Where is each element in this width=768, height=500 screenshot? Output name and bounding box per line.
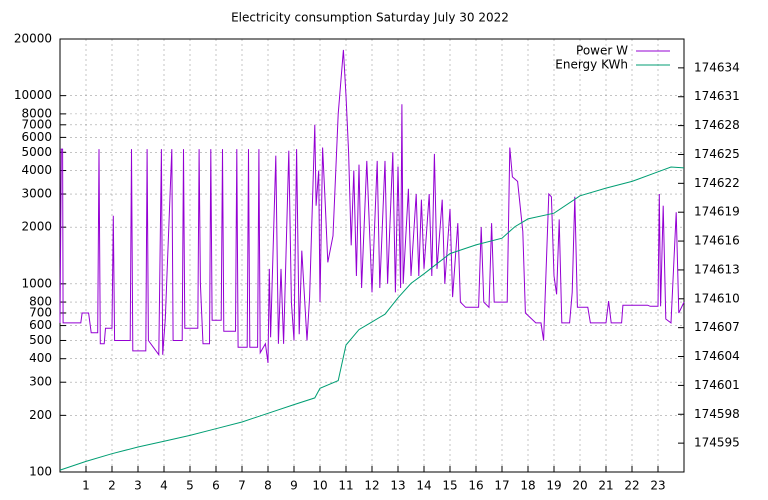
y-tick-label: 7000 — [21, 117, 52, 131]
y2-tick-label: 174616 — [694, 234, 740, 248]
y2-tick-label: 174595 — [694, 436, 740, 450]
x-tick-label: 7 — [238, 479, 246, 493]
y2-tick-label: 174628 — [694, 118, 740, 132]
y2-tick-label: 174601 — [694, 378, 740, 392]
y2-tick-label: 174604 — [694, 349, 740, 363]
x-tick-label: 17 — [494, 479, 509, 493]
plot-border — [59, 38, 685, 473]
legend-label: Energy KWh — [555, 58, 628, 72]
x-tick-label: 21 — [598, 479, 613, 493]
x-tick-label: 14 — [416, 479, 431, 493]
y-tick-label: 500 — [29, 333, 52, 347]
y-tick-label: 300 — [29, 375, 52, 389]
y2-tick-label: 174619 — [694, 205, 740, 219]
y-tick-label: 400 — [29, 351, 52, 365]
x-tick-label: 16 — [468, 479, 483, 493]
y-tick-label: 4000 — [21, 163, 52, 177]
x-tick-label: 10 — [312, 479, 327, 493]
y2-tick-label: 174634 — [694, 60, 740, 74]
legend-label: Power W — [576, 44, 628, 58]
y-tick-label: 700 — [29, 305, 52, 319]
x-tick-label: 13 — [390, 479, 405, 493]
y-tick-label: 100 — [29, 465, 52, 479]
y-tick-label: 8000 — [21, 106, 52, 120]
x-tick-label: 18 — [520, 479, 535, 493]
x-tick-label: 15 — [442, 479, 457, 493]
series-line — [59, 166, 685, 471]
y2-tick-label: 174613 — [694, 262, 740, 276]
x-tick-label: 3 — [134, 479, 142, 493]
y-tick-label: 200 — [29, 408, 52, 422]
x-tick-label: 12 — [364, 479, 379, 493]
y-tick-label: 5000 — [21, 145, 52, 159]
y-tick-label: 1000 — [21, 276, 52, 290]
y2-tick-label: 174631 — [694, 89, 740, 103]
y2-tick-label: 174598 — [694, 407, 740, 421]
series-line — [59, 49, 685, 363]
y-tick-label: 10000 — [14, 88, 52, 102]
x-tick-label: 1 — [82, 479, 90, 493]
y2-tick-label: 174607 — [694, 320, 740, 334]
x-tick-label: 4 — [160, 479, 168, 493]
y2-tick-label: 174622 — [694, 176, 740, 190]
x-tick-label: 20 — [572, 479, 587, 493]
y-tick-label: 600 — [29, 318, 52, 332]
x-tick-label: 22 — [624, 479, 639, 493]
chart-title: Electricity consumption Saturday July 30… — [231, 11, 509, 25]
x-tick-label: 8 — [264, 479, 272, 493]
x-tick-label: 2 — [108, 479, 116, 493]
x-tick-label: 23 — [650, 479, 665, 493]
y-tick-label: 3000 — [21, 187, 52, 201]
x-tick-label: 6 — [212, 479, 220, 493]
y2-tick-label: 174610 — [694, 291, 740, 305]
x-tick-label: 11 — [338, 479, 353, 493]
x-tick-label: 9 — [290, 479, 298, 493]
y-tick-label: 800 — [29, 295, 52, 309]
y-tick-label: 2000 — [21, 220, 52, 234]
y-tick-label: 6000 — [21, 130, 52, 144]
x-tick-label: 19 — [546, 479, 561, 493]
y-tick-label: 20000 — [14, 32, 52, 46]
y2-tick-label: 174625 — [694, 147, 740, 161]
x-tick-label: 5 — [186, 479, 194, 493]
